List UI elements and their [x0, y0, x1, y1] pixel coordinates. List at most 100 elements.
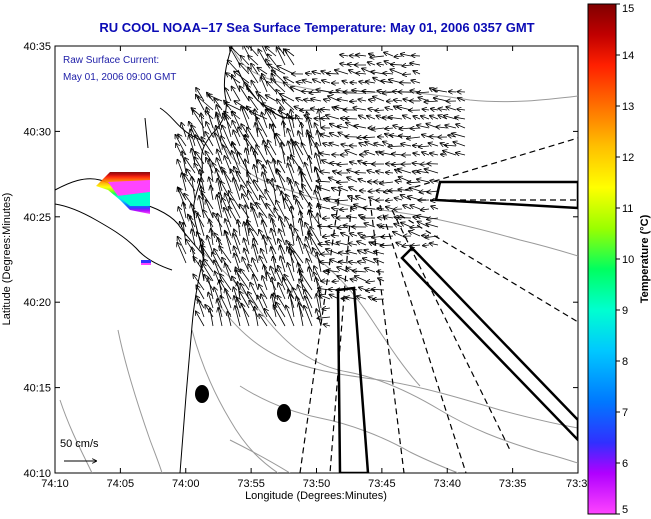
- current-vector: [206, 158, 214, 174]
- current-vector: [367, 171, 376, 173]
- current-vector: [196, 312, 205, 327]
- map-title: RU COOL NOAA–17 Sea Surface Temperature:…: [99, 20, 534, 35]
- current-vector: [178, 237, 187, 255]
- current-vector: [287, 263, 295, 282]
- current-vector: [246, 148, 250, 165]
- current-vector: [316, 186, 322, 201]
- current-vector: [453, 142, 466, 147]
- current-vector: [386, 172, 394, 173]
- current-vector: [423, 245, 430, 246]
- current-vector: [365, 268, 376, 273]
- current-vector: [375, 110, 385, 111]
- current-vector: [209, 159, 214, 183]
- current-vector: [204, 259, 214, 273]
- current-vector: [349, 262, 358, 263]
- current-vector: [201, 245, 214, 264]
- current-vector: [262, 221, 268, 237]
- current-vector: [226, 116, 232, 138]
- current-vector: [291, 225, 295, 246]
- current-vector: [192, 177, 196, 201]
- current-vector: [290, 295, 295, 318]
- current-vector: [392, 164, 403, 165]
- current-vector: [262, 276, 268, 291]
- current-vector: [411, 227, 421, 228]
- current-vector: [431, 206, 439, 209]
- current-vector: [241, 269, 250, 282]
- current-vector: [298, 285, 304, 300]
- current-vector: [364, 223, 376, 228]
- current-vector: [368, 109, 376, 110]
- colorbar-tick-label: 5: [622, 504, 628, 516]
- current-vector: [409, 231, 421, 237]
- current-vector: [413, 145, 421, 146]
- current-vector: [232, 151, 241, 174]
- current-vector: [252, 258, 259, 273]
- current-vector: [296, 98, 304, 101]
- current-vector: [316, 294, 322, 318]
- current-vector: [373, 97, 385, 102]
- current-vector: [284, 77, 295, 84]
- current-vector: [443, 151, 457, 156]
- colorbar-tick-label: 10: [622, 254, 634, 266]
- current-vector: [271, 79, 286, 93]
- current-vector: [207, 108, 214, 129]
- current-vector: [349, 187, 358, 192]
- colorbar-tick-label: 6: [622, 458, 628, 470]
- current-vector: [385, 108, 394, 110]
- current-vector: [383, 92, 394, 93]
- current-vector: [311, 99, 322, 101]
- current-vector: [391, 69, 403, 75]
- current-vector: [417, 125, 430, 128]
- current-vector: [261, 294, 268, 309]
- current-vector: [378, 278, 385, 281]
- current-timestamp: May 01, 2006 09:00 GMT: [63, 72, 176, 83]
- current-vector: [277, 48, 286, 66]
- current-vector: [268, 179, 277, 192]
- current-vector: [247, 86, 259, 102]
- current-vector: [363, 208, 376, 209]
- current-vector: [433, 90, 448, 92]
- current-vector: [240, 86, 250, 102]
- current-vector: [357, 241, 367, 246]
- current-vector: [342, 81, 349, 83]
- current-vector: [403, 116, 412, 119]
- current-vector: [337, 276, 349, 282]
- current-vector: [302, 173, 313, 192]
- current-vector: [243, 46, 250, 57]
- sst-patch: [96, 172, 151, 265]
- current-vector: [316, 90, 331, 92]
- current-vector: [322, 80, 331, 83]
- current-vector: [249, 97, 259, 111]
- current-vector: [365, 151, 376, 156]
- current-vector: [401, 54, 412, 56]
- current-vector: [277, 169, 286, 192]
- colorbar-tick-label: 13: [622, 101, 634, 113]
- current-vector: [411, 205, 421, 210]
- current-vector: [341, 144, 349, 146]
- current-vector: [276, 201, 286, 219]
- current-vector: [335, 70, 349, 75]
- current-vector: [381, 245, 394, 246]
- current-vector: [195, 135, 205, 156]
- current-vector: [381, 236, 394, 237]
- current-vector: [222, 126, 232, 147]
- current-vector: [241, 107, 250, 129]
- current-vector: [326, 249, 340, 255]
- plot-frame: [54, 45, 579, 474]
- current-vector: [233, 234, 241, 255]
- current-vector: [441, 154, 448, 155]
- current-vector: [309, 233, 322, 255]
- colorbar-tick-label: 15: [622, 3, 634, 15]
- current-vector: [265, 47, 277, 57]
- current-vector: [321, 109, 331, 110]
- colorbar: 15 14 13 12 11 10 9 8 7 6 5 Temperature (°C): [587, 3, 651, 516]
- current-vector: [235, 306, 241, 327]
- current-vector: [192, 230, 196, 246]
- current-vector: [205, 132, 214, 147]
- current-vector: [248, 46, 259, 57]
- current-vector: [303, 80, 313, 83]
- current-vector: [289, 244, 304, 264]
- current-vector: [323, 236, 331, 237]
- current-vector: [278, 296, 286, 309]
